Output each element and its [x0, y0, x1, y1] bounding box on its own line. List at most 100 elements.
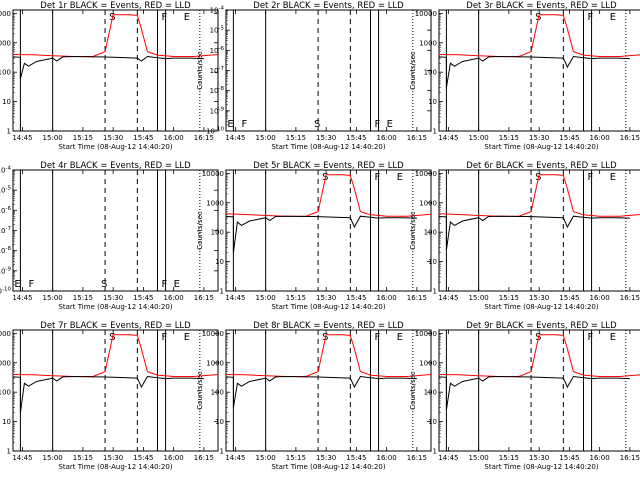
y-tick-label: 100	[424, 229, 437, 237]
y-tick-label: 100	[211, 229, 224, 237]
x-tick-label: 14:45	[225, 134, 245, 142]
x-tick-label: 15:45	[559, 294, 579, 302]
y-tick-label: 1000	[0, 359, 11, 367]
y-tick-label: 1000	[419, 39, 437, 47]
x-tick-label: 16:00	[590, 134, 610, 142]
y-tick-label: 100	[424, 389, 437, 397]
lld-series-line	[225, 174, 432, 217]
y-axis-label: Counts/sec	[409, 51, 417, 90]
event-marker-label: E	[397, 332, 403, 343]
event-marker-label: S	[101, 279, 107, 290]
x-tick-label: 16:15	[407, 134, 427, 142]
x-tick-label: 15:45	[559, 134, 579, 142]
event-marker-label: F	[162, 279, 168, 290]
y-axis-label: Counts/sec	[196, 211, 204, 250]
lld-series-line	[438, 334, 640, 377]
x-tick-label: 15:15	[73, 134, 93, 142]
panel-title: Det 9r BLACK = Events, RED = LLD	[466, 321, 617, 331]
y-tick-label: 10-7	[210, 66, 225, 75]
y-tick-label: 10	[428, 258, 437, 266]
event-marker-label: F	[588, 172, 594, 183]
x-tick-label: 16:00	[164, 134, 184, 142]
plot-frame	[12, 169, 219, 292]
x-tick-label: 15:15	[499, 454, 519, 462]
x-tick-label: 15:00	[256, 454, 276, 462]
y-tick-label: 10000	[415, 10, 437, 18]
event-marker-label: F	[241, 119, 247, 130]
x-tick-label: 14:45	[12, 134, 32, 142]
x-axis-label: Start Time (08-Aug-12 14:40:20)	[484, 303, 598, 311]
plot-frame	[12, 329, 219, 452]
y-tick-label: 1000	[419, 199, 437, 207]
x-tick-label: 14:45	[12, 294, 32, 302]
panel-det-6r: Det 6r BLACK = Events, RED = LLD 1 10 100 10…	[409, 161, 640, 311]
event-marker-label: F	[162, 12, 168, 23]
x-tick-label: 16:00	[377, 134, 397, 142]
y-tick-label: 10	[2, 418, 11, 426]
y-tick-label: 1000	[419, 359, 437, 367]
x-tick-label: 15:15	[499, 134, 519, 142]
x-tick-label: 15:30	[316, 134, 336, 142]
y-tick-label: 10-5	[0, 186, 12, 195]
lld-series-line	[12, 334, 219, 377]
event-marker-label: F	[375, 172, 381, 183]
x-tick-label: 14:45	[225, 294, 245, 302]
panel-title: Det 2r BLACK = Events, RED = LLD	[253, 1, 404, 11]
x-tick-label: 15:45	[133, 294, 153, 302]
x-tick-label: 14:45	[12, 454, 32, 462]
x-axis-label: Start Time (08-Aug-12 14:40:20)	[271, 143, 385, 151]
event-marker-label: E	[387, 119, 393, 130]
y-tick-label: 1	[220, 448, 224, 456]
event-marker-label: E	[397, 172, 403, 183]
panel-det-3r: Det 3r BLACK = Events, RED = LLD 1 10 100 10…	[409, 1, 640, 151]
event-marker-label: E	[610, 332, 616, 343]
x-tick-label: 14:45	[225, 454, 245, 462]
y-tick-label: 1000	[206, 199, 224, 207]
panel-det-1r: Det 1r BLACK = Events, RED = LLD 1 10 100 10…	[0, 1, 219, 151]
y-axis-label: Counts/sec	[409, 371, 417, 410]
panel-title: Det 6r BLACK = Events, RED = LLD	[466, 161, 617, 171]
x-tick-label: 15:45	[346, 294, 366, 302]
x-axis-label: Start Time (08-Aug-12 14:40:20)	[58, 463, 172, 471]
y-tick-label: 1	[433, 288, 437, 296]
y-tick-label: 100	[0, 389, 11, 397]
event-marker-label: E	[174, 279, 180, 290]
x-tick-label: 15:00	[256, 134, 276, 142]
event-marker-label: E	[14, 279, 20, 290]
event-marker-label: E	[610, 172, 616, 183]
x-axis-label: Start Time (08-Aug-12 14:40:20)	[271, 303, 385, 311]
x-tick-label: 16:00	[164, 454, 184, 462]
y-tick-label: 10-4	[210, 6, 225, 15]
event-marker-label: F	[375, 332, 381, 343]
panel-title: Det 5r BLACK = Events, RED = LLD	[253, 161, 404, 171]
x-tick-label: 15:00	[469, 294, 489, 302]
event-marker-label: E	[227, 119, 233, 130]
events-series-line	[225, 215, 417, 253]
x-tick-label: 15:45	[133, 454, 153, 462]
x-tick-label: 16:15	[407, 454, 427, 462]
x-tick-label: 15:30	[103, 134, 123, 142]
x-axis-label: Start Time (08-Aug-12 14:40:20)	[484, 463, 598, 471]
x-tick-label: 14:45	[438, 454, 458, 462]
events-series-line	[12, 375, 204, 413]
x-tick-label: 15:15	[286, 294, 306, 302]
panel-det-2r: Det 2r BLACK = Events, RED = LLD 10-10 10-…	[196, 1, 432, 151]
x-tick-label: 16:00	[377, 454, 397, 462]
event-marker-label: E	[184, 12, 190, 23]
y-tick-label: 10000	[415, 170, 437, 178]
y-tick-label: 10-9	[210, 106, 225, 115]
x-tick-label: 16:15	[194, 454, 214, 462]
plot-frame	[225, 9, 432, 132]
panel-det-8r: Det 8r BLACK = Events, RED = LLD 1 10 100 10…	[196, 321, 432, 471]
event-marker-label: F	[375, 119, 381, 130]
x-tick-label: 15:30	[529, 294, 549, 302]
y-tick-label: 10-10	[206, 127, 224, 136]
y-tick-label: 100	[424, 69, 437, 77]
x-tick-label: 15:45	[346, 454, 366, 462]
plot-frame	[438, 329, 640, 452]
event-marker-label: F	[588, 12, 594, 23]
y-tick-label: 10-10	[0, 287, 11, 296]
lld-series-line	[225, 334, 432, 377]
